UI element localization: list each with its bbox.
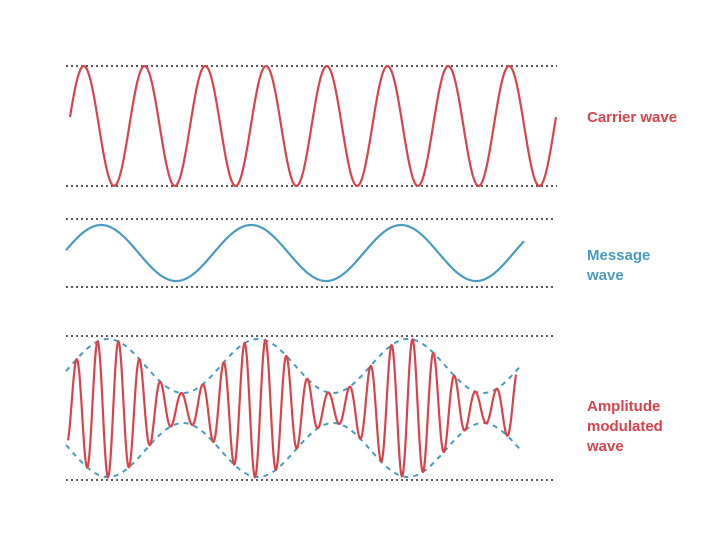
message-wave bbox=[65, 223, 525, 283]
message-wave-label: Message wave bbox=[587, 247, 651, 284]
am-wave-panel bbox=[65, 335, 553, 481]
am-wave-label: Amplitude modulated wave bbox=[587, 398, 663, 455]
am-wave bbox=[66, 337, 518, 480]
carrier-wave-panel bbox=[66, 64, 558, 188]
carrier-wave bbox=[68, 64, 558, 188]
am-upper-envelope bbox=[65, 337, 521, 395]
message-wave-panel bbox=[65, 218, 553, 288]
carrier-wave-label: Carrier wave bbox=[587, 109, 678, 126]
